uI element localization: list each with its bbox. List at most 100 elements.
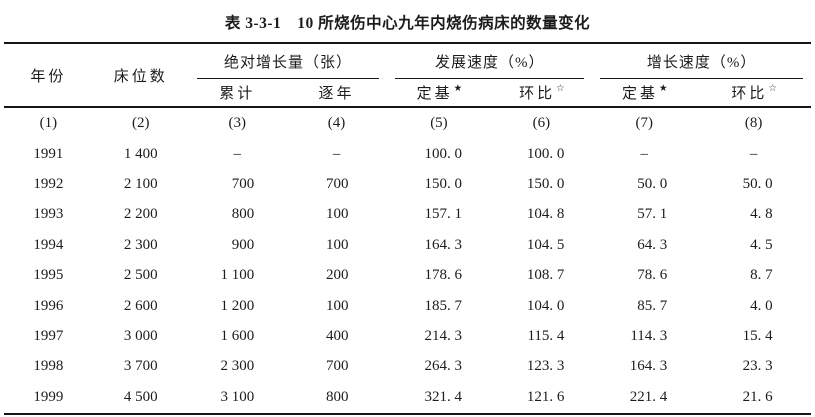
col-group-growth-speed: 增长速度（%） [592,43,811,79]
table-cell: 800 [231,206,255,223]
table-cell: 114. 3 [630,328,668,345]
table-row: 1996 2 600 1 200 100 185. 7 104. 0 85. 7 4. 0 [4,291,811,321]
table-cell: 50. 0 [637,176,668,193]
table-body: (1) (2) (3) (4) (5) (6) (7) (8) 1991 1 400 – – 100. … [4,107,811,415]
table-cell: 800 [285,382,388,415]
table-row: 1997 3 000 1 600 400 214. 3 115. 4 114. 3 15. 4 [4,321,811,351]
table-cell: 700 [325,358,349,375]
table-cell: 3 100 [188,382,286,415]
table-cell: 50. 0 [742,176,773,193]
table-cell: – [749,145,758,162]
table-cell: 1 400 [123,145,158,162]
table-cell: – [332,145,341,162]
table-cell: 200 [325,267,349,284]
table-row: 1999 4 500 3 100 800 321. 4 121. 6 221. 4 21. 6 [4,382,811,415]
table-cell: 264. 3 [424,358,462,375]
col-subheader-cumulative: 累计 [188,79,286,108]
col-subheader-yearly: 逐年 [285,79,388,108]
table-header: 年份 床位数 绝对增长量（张） 发展速度（%） 增长速度（%） 累计 逐年 定基… [4,43,811,108]
table-cell: 8. 7 [750,267,773,284]
column-number: (1) [39,115,58,131]
cell-year: 1999 [4,382,93,415]
col-group-development-speed: 发展速度（%） [387,43,592,79]
col-header-year: 年份 [4,43,93,108]
column-number: (6) [532,115,551,131]
table-cell: 150. 0 [424,176,462,193]
cell-year: 1997 [33,328,64,345]
table-cell: 3 700 [123,358,158,375]
table-cell: 164. 3 [424,236,462,253]
cell-year: 1994 [33,236,64,253]
col-subheader-chain: 环比☆ [490,79,593,108]
col-subheader-chain: 环比☆ [696,79,811,108]
table-cell: 23. 3 [742,358,773,375]
table-cell: 2 500 [123,267,158,284]
table-cell: 1 200 [220,297,255,314]
table-cell: 104. 5 [526,236,565,253]
col-group-label: 增长速度（%） [600,44,803,79]
table-cell: 321. 4 [387,382,491,415]
table-cell: 700 [325,176,349,193]
table-cell: 4. 8 [750,206,773,223]
table-cell: 100 [325,297,349,314]
table-cell: – [640,145,649,162]
table-cell: 400 [325,328,349,345]
col-subheader-fixed-base: 定基★ [592,79,697,108]
table-cell: – [233,145,241,162]
cell-year: 1995 [33,267,64,284]
table-cell: 85. 7 [637,297,668,314]
table-row: 1993 2 200 800 100 157. 1 104. 8 57. 1 4. 8 [4,200,811,230]
table-cell: 78. 6 [637,267,668,284]
table-cell: 115. 4 [527,328,565,345]
table-cell: 2 200 [123,206,158,223]
table-row: 1995 2 500 1 100 200 178. 6 108. 7 78. 6 8. 7 [4,261,811,291]
table-cell: 104. 0 [526,297,565,314]
table-cell: 2 300 [220,358,255,375]
table-cell: 2 300 [123,236,158,253]
table-cell: 2 100 [123,176,158,193]
table-cell: 2 600 [123,297,158,314]
table-cell: 104. 8 [526,206,565,223]
table-cell: 185. 7 [424,297,462,314]
cell-year: 1993 [33,206,64,223]
col-group-absolute-growth: 绝对增长量（张） [189,43,388,79]
table-cell: 108. 7 [526,267,565,284]
table-cell: 15. 4 [742,328,773,345]
column-number: (2) [132,115,150,131]
cell-year: 1998 [33,358,64,375]
column-number: (4) [327,115,346,131]
table-cell: 164. 3 [629,358,668,375]
table-cell: 123. 3 [526,358,565,375]
table-cell: 214. 3 [424,328,462,345]
table-cell: 157. 1 [424,206,462,223]
cell-year: 1992 [33,176,64,193]
filled-star-mark: ★ [453,84,463,94]
table-cell: 64. 3 [637,236,668,253]
table-cell: 221. 4 [592,382,697,415]
table-row: (1) (2) (3) (4) (5) (6) (7) (8) [4,107,811,139]
table-cell: 3 000 [123,328,158,345]
table-cell: 21. 6 [696,382,811,415]
cell-year: 1991 [33,145,64,162]
table-cell: 150. 0 [526,176,565,193]
table-cell: 121. 6 [490,382,593,415]
table-cell: 900 [231,236,255,253]
data-table: 年份 床位数 绝对增长量（张） 发展速度（%） 增长速度（%） 累计 逐年 定基… [4,42,811,415]
col-group-label: 发展速度（%） [395,44,585,79]
table-cell: 57. 1 [637,206,668,223]
table-cell: 100 [325,236,349,253]
hollow-star-mark: ☆ [768,84,777,94]
column-number: (8) [744,115,763,131]
col-subheader-fixed-base: 定基★ [387,79,491,108]
column-number: (7) [635,115,654,131]
table-cell: 4. 5 [750,236,773,253]
table-cell: 100. 0 [526,145,565,162]
col-group-label: 绝对增长量（张） [196,44,380,79]
table-cell: 100 [325,206,349,223]
table-cell: 1 100 [220,267,255,284]
table-title: 表 3-3-1 10 所烧伤中心九年内烧伤病床的数量变化 [224,15,591,32]
table-cell: 100. 0 [424,145,462,162]
table-cell: 4 500 [92,382,189,415]
table-row: 1991 1 400 – – 100. 0 100. 0 – – [4,139,811,169]
